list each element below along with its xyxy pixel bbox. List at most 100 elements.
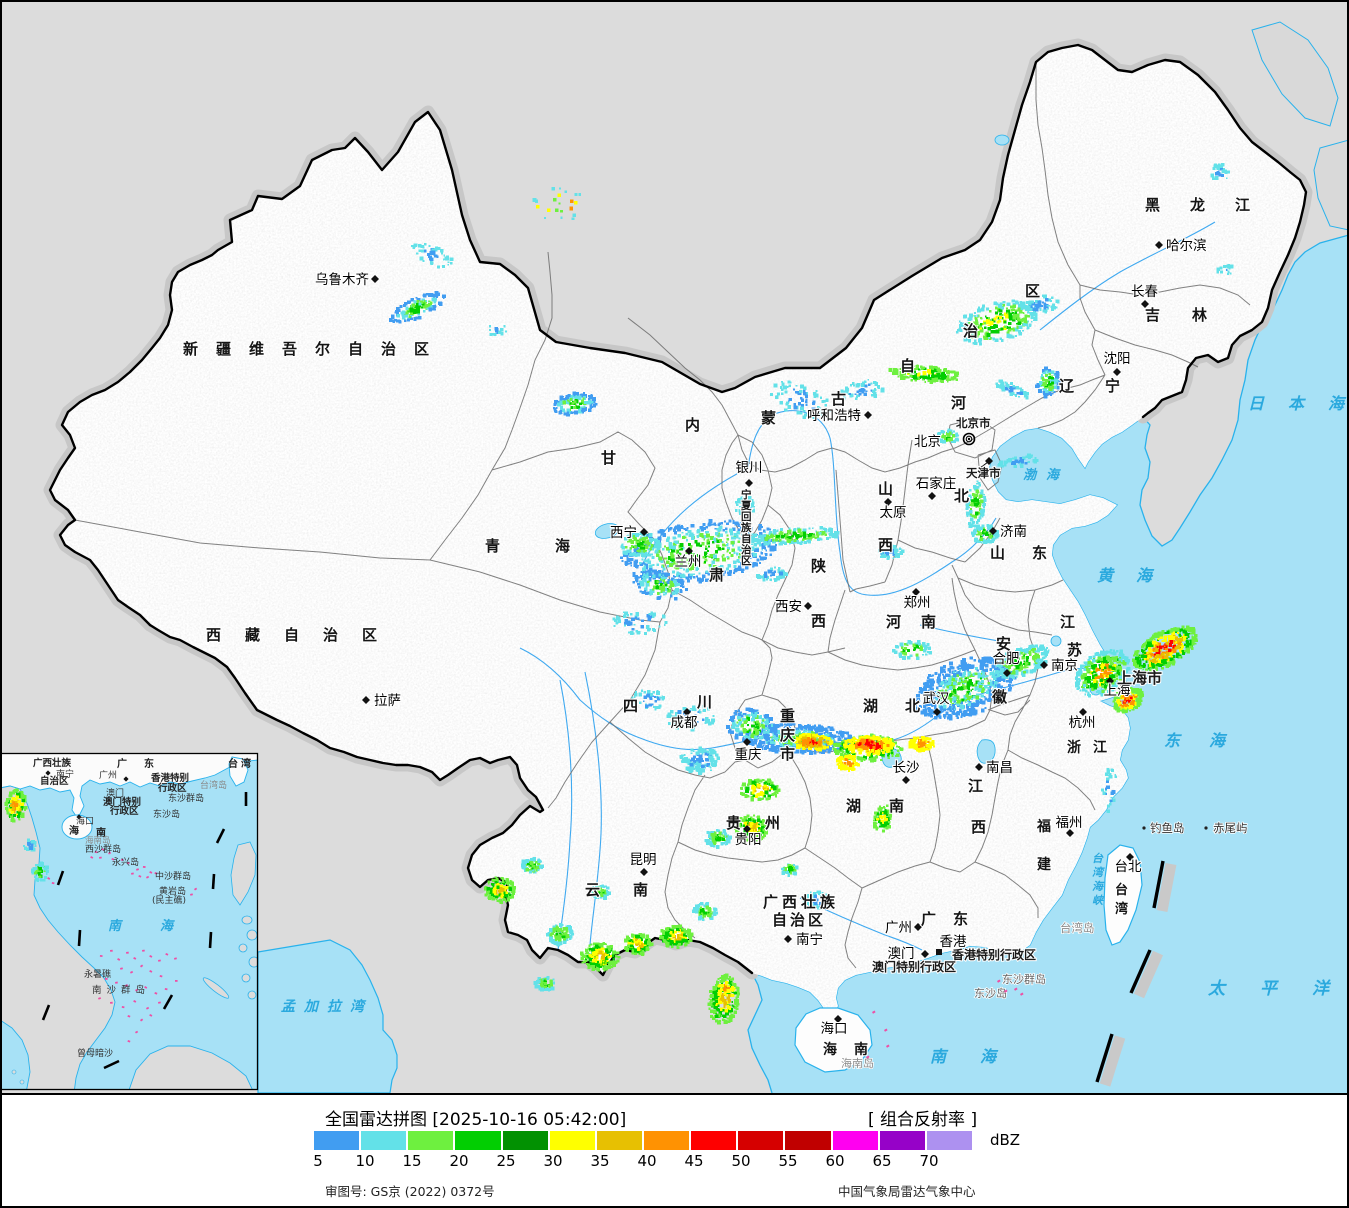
city-marker-diamond: [1079, 708, 1087, 716]
inset-label: 永兴岛: [112, 856, 139, 868]
hainan-island: [794, 1007, 873, 1073]
city-marker-diamond: [683, 708, 691, 716]
province-label: 云南: [585, 881, 681, 899]
inset-reef-dot: [99, 955, 103, 958]
capital-marker: [965, 435, 973, 443]
echo-cluster: [629, 689, 666, 711]
inset-label: 广西壮族: [33, 757, 72, 769]
inset-label: 广州: [99, 769, 117, 781]
city-label: 南昌: [986, 760, 1013, 776]
dash-shadow: [1099, 1035, 1126, 1087]
admin-label: 宁: [741, 488, 752, 501]
city-marker-diamond: [933, 708, 941, 716]
echo-cluster: [679, 746, 721, 775]
city-label: 贵阳: [735, 832, 762, 848]
inset-reef-dot: [149, 970, 153, 973]
reef-dot: [865, 1055, 870, 1059]
city-label: 石家庄: [916, 475, 957, 492]
province-label: 庆: [780, 726, 795, 744]
inset-label: 澳门: [106, 787, 124, 799]
province-label: 内: [685, 416, 700, 434]
inset-reef-dot: [154, 992, 158, 995]
colorbar-tick: 20: [449, 1152, 469, 1170]
inset-label: 海口: [76, 815, 94, 827]
inset-indochina: [0, 785, 116, 1090]
colorbar-block-60: [832, 1131, 878, 1150]
city-label: 成都: [671, 715, 698, 731]
inset-reef-dot: [138, 875, 142, 878]
city-marker-diamond: [1040, 661, 1048, 669]
city-marker-diamond: [784, 935, 792, 943]
province-label: 治: [963, 322, 978, 340]
inset-label: 自治区: [40, 775, 69, 787]
colorbar-block-25: [502, 1131, 548, 1150]
colorbar-block-65: [879, 1131, 925, 1150]
city-label: 呼和浩特: [807, 408, 861, 424]
map-license: 审图号: GS京 (2022) 0372号: [325, 1184, 495, 1199]
colorbar-tick: 15: [402, 1152, 422, 1170]
admin-label: 香港特别行政区: [951, 947, 1036, 962]
echo-cluster: [411, 243, 454, 269]
inset-reef-dot: [135, 1030, 139, 1034]
province-label: 湾: [1115, 901, 1128, 917]
province-label: 西: [971, 818, 986, 836]
city-label: 沈阳: [1104, 351, 1131, 367]
inset-label: 澳门特别: [103, 796, 141, 808]
city-label: 香港: [940, 934, 968, 950]
province-label: 江: [968, 777, 983, 795]
inset-reef-dot: [131, 872, 134, 875]
city-marker-diamond: [640, 528, 648, 536]
echo-cluster: [995, 379, 1030, 400]
city-marker-diamond: [989, 527, 997, 535]
inset-reef-dot: [130, 970, 134, 974]
inset-taiwan: [228, 756, 249, 787]
inset-label: 行政区: [109, 805, 139, 817]
echo-cluster: [770, 380, 832, 421]
inset-dash-segment: [41, 1004, 51, 1021]
echo-cluster: [388, 290, 446, 324]
inset-reef-dot: [101, 848, 105, 851]
admin-label: 上海市: [1117, 669, 1162, 687]
sea-label: 渤海: [1023, 467, 1069, 483]
capital-marker: [967, 437, 971, 441]
colorbar-tick: 10: [355, 1152, 375, 1170]
admin-label: 北京市: [956, 416, 991, 430]
echo-cluster: [726, 707, 778, 745]
echo-cluster: [997, 453, 1039, 469]
dash-segment: [1095, 1033, 1114, 1083]
admin-label: 天津市: [966, 466, 1001, 480]
admin-label: 治: [741, 543, 752, 556]
city-marker-diamond: [362, 696, 370, 704]
inset-luzon: [230, 841, 257, 906]
city-marker-diamond: [745, 479, 753, 487]
echo-cluster: [533, 975, 556, 992]
colorbar-block-10: [361, 1131, 407, 1150]
inset-label: 东沙岛: [153, 808, 180, 820]
province-label: 海南: [823, 1041, 885, 1058]
echo-cluster: [877, 544, 905, 560]
nine-dash-segments: [1095, 860, 1177, 1087]
reef-dot: [1019, 992, 1024, 996]
inset-reef-dot: [190, 893, 193, 896]
city-label: 西安: [775, 599, 802, 615]
dash-shadow: [1156, 862, 1177, 913]
inset-reef-dot: [146, 875, 150, 879]
taiwan-island: [1103, 844, 1143, 946]
city-label: 长沙: [893, 760, 920, 776]
inset-label: 海: [69, 824, 79, 837]
echo-cluster: [589, 884, 611, 900]
inset-reef-dot: [135, 988, 139, 992]
province-label: 甘: [601, 449, 616, 467]
province-label: 市: [780, 745, 795, 763]
inset-reef-dot: [117, 957, 121, 961]
admin-label: 回: [741, 511, 752, 523]
echo-cluster: [971, 524, 1000, 544]
city-label: 兰州: [675, 554, 702, 570]
echo-cluster: [791, 733, 834, 752]
sea-label: 黄海: [1097, 566, 1175, 585]
island-label: 东沙群岛: [1002, 972, 1046, 986]
